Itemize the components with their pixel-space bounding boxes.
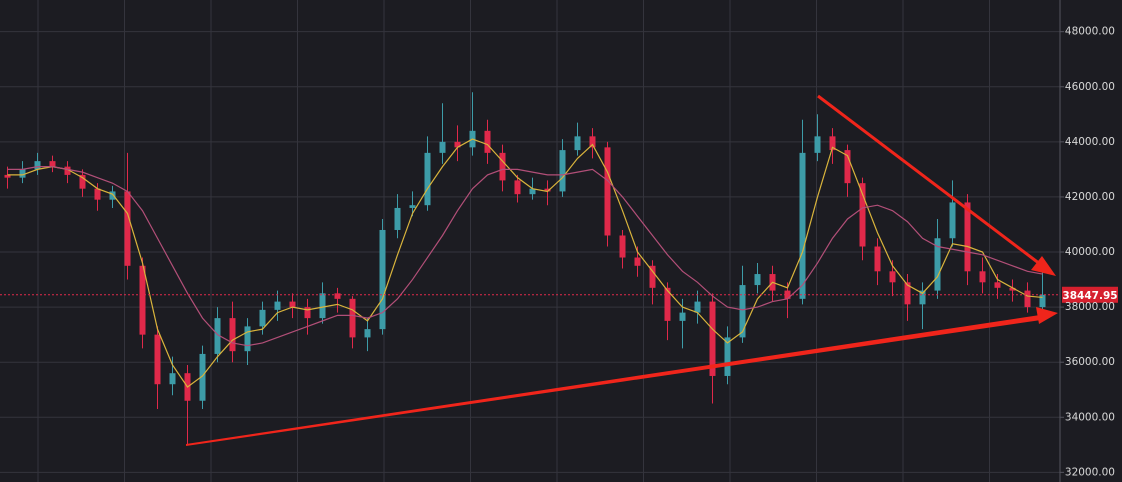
y-tick-label: 32000.00 bbox=[1065, 466, 1115, 478]
candle-body bbox=[559, 150, 566, 192]
candle-body bbox=[604, 147, 611, 236]
y-tick-label: 42000.00 bbox=[1065, 191, 1115, 203]
candle-body bbox=[454, 141, 461, 148]
plot bbox=[4, 92, 1046, 445]
arrow-head bbox=[1031, 256, 1056, 276]
candle-body bbox=[589, 136, 596, 148]
candle-body bbox=[439, 141, 446, 153]
candle-body bbox=[514, 180, 521, 195]
candle-body bbox=[1039, 294, 1046, 308]
y-tick-label: 40000.00 bbox=[1065, 246, 1115, 258]
vertical-grid bbox=[0, 0, 1060, 482]
y-tick-label: 46000.00 bbox=[1065, 81, 1115, 93]
candle-body bbox=[739, 285, 746, 338]
candle-body bbox=[859, 183, 866, 247]
price-badge bbox=[1062, 286, 1118, 303]
candle-body bbox=[124, 191, 131, 266]
candle-body bbox=[349, 298, 356, 338]
candle-body bbox=[94, 188, 101, 200]
candle-body bbox=[1009, 287, 1016, 291]
candle-body bbox=[304, 307, 311, 319]
candle-body bbox=[154, 334, 161, 385]
candle-body bbox=[394, 207, 401, 230]
candle-body bbox=[49, 161, 56, 167]
candle-body bbox=[904, 282, 911, 305]
candle-body bbox=[919, 290, 926, 305]
candle-body bbox=[379, 229, 386, 330]
candle-body bbox=[19, 169, 26, 178]
candle-body bbox=[4, 174, 11, 178]
candle-body bbox=[64, 166, 71, 175]
candle-body bbox=[139, 265, 146, 335]
y-tick-label: 44000.00 bbox=[1065, 136, 1115, 148]
candle-body bbox=[79, 174, 86, 189]
candle-body bbox=[694, 301, 701, 313]
candle-body bbox=[934, 238, 941, 291]
candle-body bbox=[709, 301, 716, 376]
candle-body bbox=[214, 318, 221, 354]
candle-body bbox=[424, 152, 431, 206]
candle-body bbox=[499, 152, 506, 181]
candle-body bbox=[364, 329, 371, 338]
candle-body bbox=[889, 271, 896, 283]
trend-line bbox=[817, 94, 1041, 266]
y-tick-label: 34000.00 bbox=[1065, 411, 1115, 423]
candle-body bbox=[289, 301, 296, 308]
candle-body bbox=[199, 353, 206, 401]
candle-body bbox=[754, 274, 761, 286]
y-tick-label: 36000.00 bbox=[1065, 356, 1115, 368]
candle-body bbox=[109, 191, 116, 200]
candle-body bbox=[994, 282, 1001, 288]
candle-body bbox=[484, 130, 491, 153]
trend-arrows bbox=[186, 94, 1058, 446]
candle-body bbox=[784, 290, 791, 299]
y-tick-label: 48000.00 bbox=[1065, 26, 1115, 38]
candle-body bbox=[964, 202, 971, 272]
candle-body bbox=[724, 337, 731, 376]
candle-body bbox=[319, 293, 326, 319]
candle-body bbox=[244, 326, 251, 352]
candle-body bbox=[619, 235, 626, 258]
candle-body bbox=[274, 301, 281, 310]
moving-average bbox=[7, 138, 1043, 388]
candle-body bbox=[814, 136, 821, 153]
candle-body bbox=[799, 152, 806, 299]
candle-body bbox=[529, 188, 536, 195]
candle-body bbox=[664, 287, 671, 321]
candle-body bbox=[409, 205, 416, 208]
candle-body bbox=[874, 246, 881, 272]
candle-body bbox=[949, 202, 956, 239]
price-label: 38447.95 bbox=[1062, 290, 1117, 302]
candle-body bbox=[829, 136, 836, 151]
candle-body bbox=[334, 293, 341, 299]
candle-body bbox=[34, 161, 41, 170]
candle-body bbox=[649, 265, 656, 288]
candle-body bbox=[844, 150, 851, 184]
trend-line bbox=[186, 315, 1041, 446]
candle-body bbox=[169, 373, 176, 385]
candle-body bbox=[634, 257, 641, 266]
candle-body bbox=[1024, 290, 1031, 308]
candle-body bbox=[979, 271, 986, 283]
price-marker: 38447.95 bbox=[0, 286, 1118, 303]
arrow-head bbox=[1036, 307, 1058, 324]
candle-body bbox=[259, 309, 266, 327]
candle-body bbox=[679, 312, 686, 321]
moving-average bbox=[7, 166, 1043, 347]
candle-body bbox=[544, 188, 551, 192]
candle-body bbox=[229, 318, 236, 352]
y-tick-label: 38000.00 bbox=[1065, 301, 1115, 313]
candle-body bbox=[574, 136, 581, 151]
